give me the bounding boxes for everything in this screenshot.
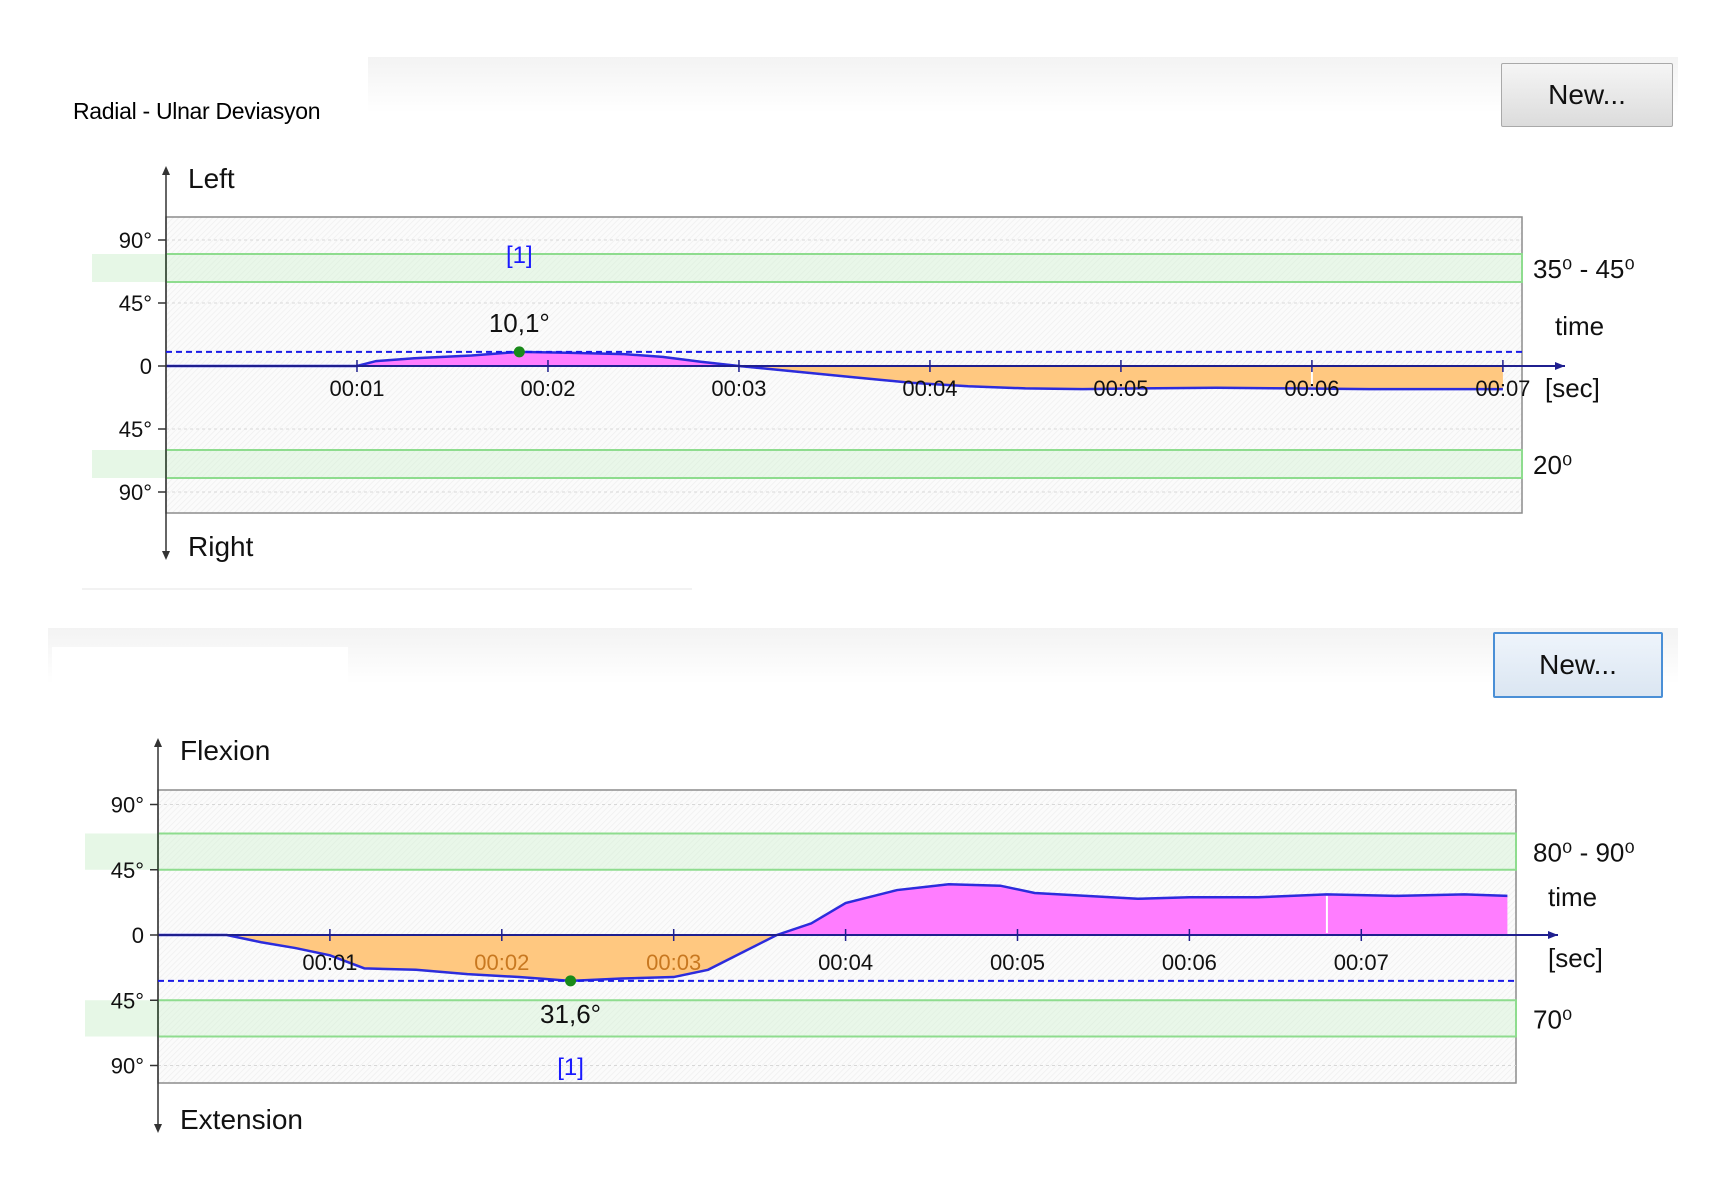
new-button-bottom[interactable]: New... <box>1493 632 1663 698</box>
normal-range-bottom <box>157 999 1517 1038</box>
y-tick-label: 90° <box>119 228 152 253</box>
y-tick-label: 45° <box>111 988 144 1013</box>
normal-range-top <box>157 832 1517 871</box>
peak-tag: [1] <box>557 1054 584 1081</box>
x-axis-label: time <box>1555 311 1604 341</box>
positive-area <box>166 351 1503 366</box>
top-panel-header <box>368 57 1678 113</box>
x-tick-label: 00:06 <box>1284 376 1339 401</box>
x-tick-label: 00:07 <box>1475 376 1530 401</box>
normal-range-bottom-label: 20⁰ <box>1533 450 1572 480</box>
x-tick-label: 00:02 <box>520 376 575 401</box>
x-tick-label: 00:02 <box>474 950 529 975</box>
bottom-panel-tab <box>52 647 348 703</box>
x-tick-label: 00:01 <box>329 376 384 401</box>
normal-range-top-label: 80⁰ - 90⁰ <box>1533 838 1635 868</box>
normal-range-bottom-label: 70⁰ <box>1533 1004 1572 1034</box>
x-tick-label: 00:04 <box>818 950 873 975</box>
y-axis-label-bottom: Extension <box>180 1104 303 1135</box>
x-axis-arrow <box>1555 362 1565 370</box>
x-tick-label: 00:05 <box>1093 376 1148 401</box>
y-axis-label-bottom: Right <box>188 531 254 562</box>
y-axis-arrow-up <box>162 166 170 175</box>
x-axis-unit: [sec] <box>1548 943 1603 973</box>
range-band-stub <box>92 254 166 282</box>
range-band-stub <box>85 833 158 870</box>
range-band-stub <box>92 450 166 478</box>
x-tick-label: 00:03 <box>646 950 701 975</box>
range-band-stub <box>85 1000 158 1037</box>
divider <box>82 588 692 590</box>
y-axis-arrow-down <box>162 551 170 560</box>
y-axis-label-top: Left <box>188 163 235 194</box>
y-tick-label: 90° <box>111 793 144 818</box>
radial-ulnar-chart: 35⁰ - 45⁰ 20⁰ Left Right 90° 45° 0 45° 90° 00:01 0… <box>92 163 1635 562</box>
y-tick-label: 0 <box>132 923 144 948</box>
peak-label: 10,1° <box>489 308 550 338</box>
y-axis-label-top: Flexion <box>180 735 270 766</box>
y-tick-label: 45° <box>119 417 152 442</box>
peak-tag: [1] <box>506 242 533 269</box>
y-tick-label: 0 <box>140 354 152 379</box>
x-axis-arrow <box>1548 931 1558 939</box>
x-tick-label: 00:05 <box>990 950 1045 975</box>
panel-title: Radial - Ulnar Deviasyon <box>73 98 321 124</box>
y-axis-arrow-down <box>154 1124 162 1133</box>
x-axis-unit: [sec] <box>1545 373 1600 403</box>
peak-label: 31,6° <box>540 999 601 1029</box>
x-tick-label: 00:07 <box>1334 950 1389 975</box>
negative-area <box>158 935 1508 981</box>
normal-range-bottom <box>165 449 1523 479</box>
x-axis-label: time <box>1548 882 1597 912</box>
y-tick-label: 45° <box>119 291 152 316</box>
y-tick-label: 90° <box>111 1054 144 1079</box>
normal-range-top-label: 35⁰ - 45⁰ <box>1533 254 1635 284</box>
x-tick-label: 00:03 <box>711 376 766 401</box>
y-tick-label: 45° <box>111 858 144 883</box>
x-tick-label: 00:06 <box>1162 950 1217 975</box>
y-axis-arrow-up <box>154 738 162 747</box>
peak-marker <box>565 975 577 987</box>
positive-area <box>158 884 1508 935</box>
negative-area <box>166 366 1503 390</box>
y-tick-label: 90° <box>119 480 152 505</box>
peak-marker <box>513 346 525 358</box>
x-tick-label: 00:01 <box>302 950 357 975</box>
x-tick-label: 00:04 <box>902 376 957 401</box>
new-button-top[interactable]: New... <box>1501 63 1673 127</box>
